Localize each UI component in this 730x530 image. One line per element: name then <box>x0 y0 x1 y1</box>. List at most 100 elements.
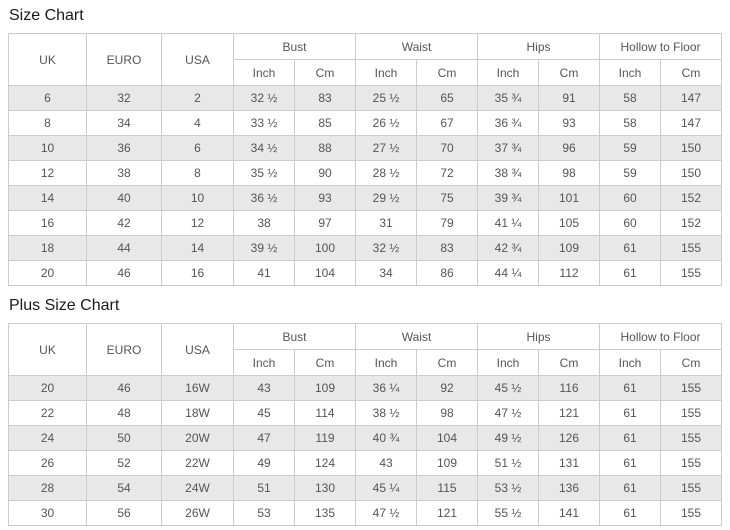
table-cell: 70 <box>416 135 478 161</box>
plus-size-chart-header: UK EURO USA Bust Waist Hips Hollow to Fl… <box>8 323 722 376</box>
subheader-waist-inch: Inch <box>355 59 417 86</box>
table-cell: 86 <box>416 260 478 286</box>
subheader-hollow-cm: Cm <box>660 59 722 86</box>
table-cell: 44 ¼ <box>477 260 539 286</box>
table-cell: 41 ¼ <box>477 210 539 236</box>
plus-size-chart-body: 20 46 16W 43 109 36 ¼ 92 45 ½ 116 61 155 22 48 18W 45 1… <box>8 375 722 526</box>
table-row: 20 46 16 41 104 34 86 44 ¼ 112 61 155 <box>8 260 722 286</box>
subheader-bust-inch: Inch <box>233 59 295 86</box>
column-group-bust: Bust <box>233 323 356 350</box>
table-cell: 49 <box>233 450 295 476</box>
table-row: 16 42 12 38 97 31 79 41 ¼ 105 60 152 <box>8 210 722 236</box>
table-cell: 16W <box>161 375 234 401</box>
size-chart-title: Size Chart <box>9 7 84 24</box>
table-cell: 56 <box>86 500 162 526</box>
table-cell: 65 <box>416 85 478 111</box>
table-cell: 101 <box>538 185 600 211</box>
table-cell: 22 <box>8 400 87 426</box>
table-row: 24 50 20W 47 119 40 ¾ 104 49 ½ 126 61 155 <box>8 425 722 451</box>
size-chart-body: 6 32 2 32 ½ 83 25 ½ 65 35 ¾ 91 58 147 8 34 4 33 ½ 85 26 … <box>8 85 722 286</box>
table-cell: 20 <box>8 260 87 286</box>
table-cell: 34 ½ <box>233 135 295 161</box>
header-unit-row: Inch Cm Inch Cm Inch Cm Inch Cm <box>9 349 722 376</box>
table-cell: 43 <box>355 450 417 476</box>
table-cell: 116 <box>538 375 600 401</box>
table-cell: 126 <box>538 425 600 451</box>
table-cell: 44 <box>86 235 162 261</box>
table-cell: 72 <box>416 160 478 186</box>
table-cell: 45 ¼ <box>355 475 417 501</box>
table-cell: 98 <box>538 160 600 186</box>
subheader-waist-inch: Inch <box>355 349 417 376</box>
table-cell: 45 <box>233 400 295 426</box>
table-cell: 37 ¾ <box>477 135 539 161</box>
column-header-euro: EURO <box>86 33 162 86</box>
table-row: 28 54 24W 51 130 45 ¼ 115 53 ½ 136 61 155 <box>8 475 722 501</box>
table-cell: 24 <box>8 425 87 451</box>
table-cell: 155 <box>660 400 722 426</box>
table-cell: 36 ¾ <box>477 110 539 136</box>
table-cell: 136 <box>538 475 600 501</box>
table-cell: 59 <box>599 160 661 186</box>
table-cell: 88 <box>294 135 356 161</box>
subheader-waist-cm: Cm <box>416 349 478 376</box>
table-cell: 49 ½ <box>477 425 539 451</box>
subheader-hips-cm: Cm <box>538 349 600 376</box>
subheader-bust-cm: Cm <box>294 349 356 376</box>
table-cell: 83 <box>294 85 356 111</box>
column-group-waist: Waist <box>355 33 478 60</box>
table-cell: 150 <box>660 160 722 186</box>
table-cell: 25 ½ <box>355 85 417 111</box>
column-header-usa: USA <box>161 323 234 376</box>
table-cell: 109 <box>538 235 600 261</box>
table-cell: 152 <box>660 185 722 211</box>
table-cell: 61 <box>599 475 661 501</box>
column-group-hollow-to-floor: Hollow to Floor <box>599 323 722 350</box>
table-cell: 39 ¾ <box>477 185 539 211</box>
table-cell: 93 <box>294 185 356 211</box>
table-cell: 155 <box>660 500 722 526</box>
table-cell: 47 ½ <box>355 500 417 526</box>
table-cell: 42 ¾ <box>477 235 539 261</box>
table-cell: 61 <box>599 235 661 261</box>
table-cell: 35 ½ <box>233 160 295 186</box>
table-cell: 141 <box>538 500 600 526</box>
table-cell: 12 <box>161 210 234 236</box>
table-cell: 38 <box>233 210 295 236</box>
table-cell: 22W <box>161 450 234 476</box>
column-header-uk: UK <box>8 323 87 376</box>
table-cell: 83 <box>416 235 478 261</box>
table-cell: 24W <box>161 475 234 501</box>
table-cell: 43 <box>233 375 295 401</box>
table-cell: 112 <box>538 260 600 286</box>
table-cell: 41 <box>233 260 295 286</box>
table-cell: 36 <box>86 135 162 161</box>
table-cell: 100 <box>294 235 356 261</box>
table-cell: 39 ½ <box>233 235 295 261</box>
table-cell: 155 <box>660 260 722 286</box>
table-cell: 33 ½ <box>233 110 295 136</box>
table-row: 6 32 2 32 ½ 83 25 ½ 65 35 ¾ 91 58 147 <box>8 85 722 111</box>
table-row: 26 52 22W 49 124 43 109 51 ½ 131 61 155 <box>8 450 722 476</box>
table-cell: 119 <box>294 425 356 451</box>
table-cell: 67 <box>416 110 478 136</box>
table-cell: 28 ½ <box>355 160 417 186</box>
table-cell: 152 <box>660 210 722 236</box>
table-cell: 36 ½ <box>233 185 295 211</box>
subheader-hips-inch: Inch <box>477 349 539 376</box>
table-cell: 16 <box>8 210 87 236</box>
table-cell: 16 <box>161 260 234 286</box>
table-cell: 79 <box>416 210 478 236</box>
column-group-hips: Hips <box>477 33 600 60</box>
table-cell: 115 <box>416 475 478 501</box>
subheader-hips-cm: Cm <box>538 59 600 86</box>
table-cell: 32 ½ <box>355 235 417 261</box>
table-row: 22 48 18W 45 114 38 ½ 98 47 ½ 121 61 155 <box>8 400 722 426</box>
table-cell: 45 ½ <box>477 375 539 401</box>
table-cell: 104 <box>416 425 478 451</box>
table-cell: 61 <box>599 450 661 476</box>
table-cell: 31 <box>355 210 417 236</box>
table-row: 12 38 8 35 ½ 90 28 ½ 72 38 ¾ 98 59 150 <box>8 160 722 186</box>
table-cell: 61 <box>599 425 661 451</box>
table-cell: 155 <box>660 475 722 501</box>
